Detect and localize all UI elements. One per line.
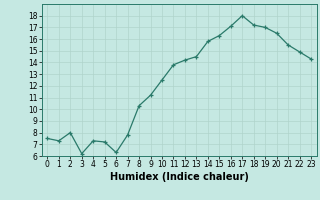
X-axis label: Humidex (Indice chaleur): Humidex (Indice chaleur) — [110, 172, 249, 182]
